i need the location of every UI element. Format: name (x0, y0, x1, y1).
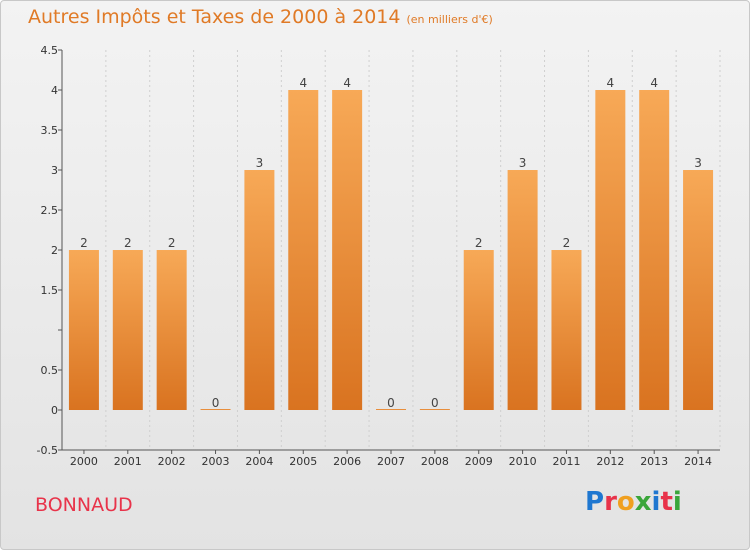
x-tick-label: 2007 (377, 455, 405, 468)
bar (332, 90, 363, 410)
x-tick-label: 2000 (70, 455, 98, 468)
brand-letter: P (585, 487, 605, 517)
chart-title: Autres Impôts et Taxes de 2000 à 2014 (28, 6, 401, 28)
x-tick-label: 2002 (158, 455, 186, 468)
y-tick-label: 2.5 (41, 204, 59, 217)
bar (244, 170, 275, 410)
y-tick-label: 0 (51, 404, 58, 417)
y-tick-label: 0.5 (41, 364, 59, 377)
data-label: 2 (168, 236, 176, 250)
x-tick-label: 2006 (333, 455, 361, 468)
grid-lines (105, 50, 721, 450)
bar (551, 250, 582, 410)
data-label: 2 (475, 236, 483, 250)
data-label: 4 (299, 76, 307, 90)
data-label: 4 (607, 76, 615, 90)
x-tick-label: 2001 (114, 455, 142, 468)
x-tick-label: 2004 (245, 455, 273, 468)
bar (463, 250, 494, 410)
y-tick-label: 1.5 (41, 284, 59, 297)
data-label: 0 (387, 396, 395, 410)
bar (376, 409, 406, 410)
data-label: 2 (563, 236, 571, 250)
x-tick-label: 2014 (684, 455, 712, 468)
x-tick-label: 2013 (640, 455, 668, 468)
y-tick-label: 2 (51, 244, 58, 257)
data-label: 2 (124, 236, 132, 250)
bar (200, 409, 231, 410)
brand-logo[interactable]: Proxiti (585, 487, 682, 517)
brand-letter: i (651, 487, 661, 517)
data-labels: 2 2 2 0 3 4 4 0 0 2 3 2 4 4 3 (80, 76, 702, 410)
bar (683, 170, 714, 410)
brand-letter: o (616, 487, 635, 517)
bar (595, 90, 626, 410)
x-tick-label: 2011 (552, 455, 580, 468)
brand-letter: i (672, 487, 682, 517)
x-tick-label: 2010 (509, 455, 537, 468)
x-tick-label: 2003 (202, 455, 230, 468)
y-tick-label: 3.5 (41, 124, 59, 137)
y-tick-label: 3 (51, 164, 58, 177)
bar (507, 170, 538, 410)
bar (288, 90, 319, 410)
chart-subtitle: (en milliers d'€) (406, 13, 493, 26)
x-tick-label: 2012 (596, 455, 624, 468)
bar (112, 250, 143, 410)
commune-name: BONNAUD (35, 494, 133, 516)
chart-title-block: Autres Impôts et Taxes de 2000 à 2014 (en… (28, 6, 493, 28)
bar (639, 90, 670, 410)
data-label: 0 (212, 396, 220, 410)
bar (419, 409, 450, 410)
brand-letter: r (604, 487, 617, 517)
data-label: 4 (650, 76, 658, 90)
y-tick-label: -0.5 (37, 444, 58, 457)
data-label: 0 (431, 396, 439, 410)
brand-letter: x (634, 487, 652, 517)
data-label: 2 (80, 236, 88, 250)
data-label: 3 (256, 156, 264, 170)
y-tick-label: 4.5 (41, 44, 59, 57)
bars (68, 90, 714, 410)
x-tick-label: 2008 (421, 455, 449, 468)
bar (156, 250, 187, 410)
bar (68, 250, 99, 410)
x-tick-label: 2005 (289, 455, 317, 468)
y-tick-label: 4 (51, 84, 58, 97)
data-label: 3 (694, 156, 702, 170)
brand-letter: t (660, 487, 673, 517)
x-tick-label: 2009 (465, 455, 493, 468)
data-label: 4 (343, 76, 351, 90)
data-label: 3 (519, 156, 527, 170)
